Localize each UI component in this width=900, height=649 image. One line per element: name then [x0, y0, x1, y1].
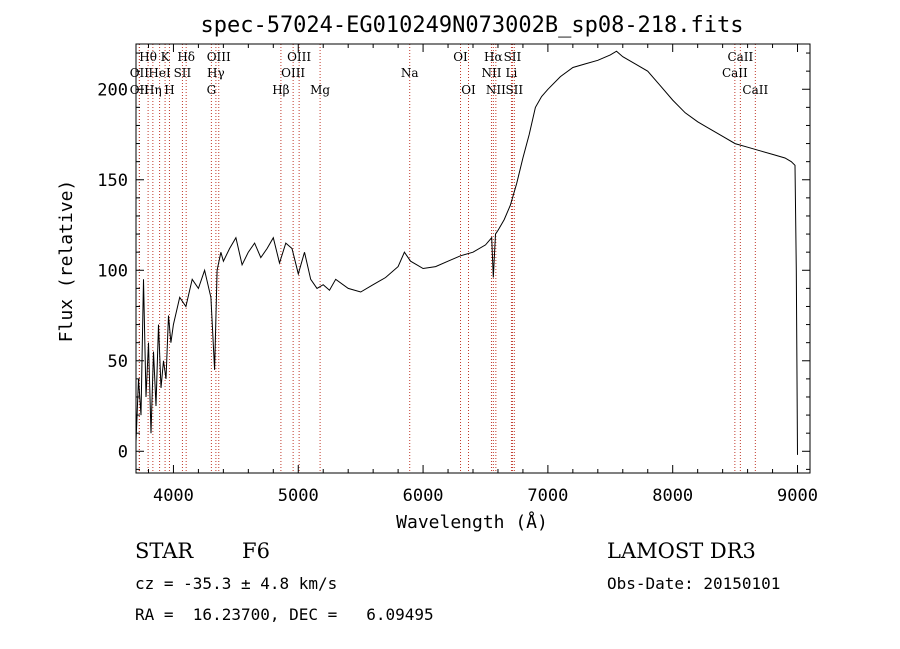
x-tick-label: 8000: [652, 486, 693, 506]
x-tick-label: 4000: [153, 486, 194, 506]
y-axis-label: Flux (relative): [56, 180, 77, 343]
coordinates-text: RA = 16.23700, DEC = 6.09495: [135, 605, 434, 624]
line-label: Hδ: [177, 50, 195, 64]
x-axis-ticks: 4000 5000 6000 7000 8000 9000: [147, 44, 818, 506]
line-label: G: [207, 83, 217, 97]
line-label: H: [164, 83, 174, 97]
x-tick-label: 5000: [278, 486, 319, 506]
x-tick-label: 6000: [403, 486, 444, 506]
line-label: SII: [505, 83, 523, 97]
line-label: Hη: [144, 83, 162, 97]
y-axis-ticks: 0 50 100 150 200: [97, 52, 810, 470]
line-label: Hα: [484, 50, 503, 64]
y-tick-label: 0: [118, 442, 128, 462]
redshift-text: cz = -35.3 ± 4.8 km/s: [135, 574, 337, 593]
line-label: NII: [481, 66, 501, 80]
line-label: Hβ: [272, 83, 289, 97]
x-tick-label: 9000: [777, 486, 818, 506]
line-label-group: HθOIIOIIHηHeIKHSIIHδGHγOIIIHβOIIIOIIIMgN…: [130, 50, 769, 97]
line-label: OIII: [207, 50, 231, 64]
line-label: OI: [461, 83, 476, 97]
line-marker-group: [138, 44, 756, 473]
line-label: Hθ: [139, 50, 157, 64]
obs-date-text: Obs-Date: 20150101: [607, 574, 780, 593]
line-label: OIII: [281, 66, 305, 80]
survey-name: LAMOST DR3: [607, 539, 756, 563]
chart-title: spec-57024-EG010249N073002B_sp08-218.fit…: [200, 13, 743, 38]
line-label: SII: [174, 66, 192, 80]
line-label: NII: [486, 83, 506, 97]
line-label: Na: [401, 66, 419, 80]
line-label: OII: [130, 66, 150, 80]
y-tick-label: 100: [97, 261, 128, 281]
y-tick-label: 50: [108, 352, 128, 372]
line-label: CaII: [722, 66, 748, 80]
x-tick-label: 7000: [527, 486, 568, 506]
line-label: OIII: [287, 50, 311, 64]
line-label: OI: [453, 50, 468, 64]
line-label: K: [161, 50, 171, 64]
line-label: CaII: [727, 50, 753, 64]
y-tick-label: 150: [97, 171, 128, 191]
plot-frame: [135, 43, 811, 474]
line-label: OII: [130, 83, 150, 97]
line-label: Mg: [310, 83, 330, 97]
object-subclass: F6: [242, 539, 270, 563]
x-axis-label: Wavelength (Å): [396, 511, 548, 533]
line-label: CaII: [742, 83, 768, 97]
flux-series-line: [135, 50, 798, 455]
line-label: HeI: [148, 66, 171, 80]
line-label: Hγ: [207, 66, 225, 80]
y-tick-label: 200: [97, 80, 128, 100]
line-label: Li: [506, 66, 518, 80]
object-class: STAR: [135, 539, 194, 563]
line-label: SII: [504, 50, 522, 64]
